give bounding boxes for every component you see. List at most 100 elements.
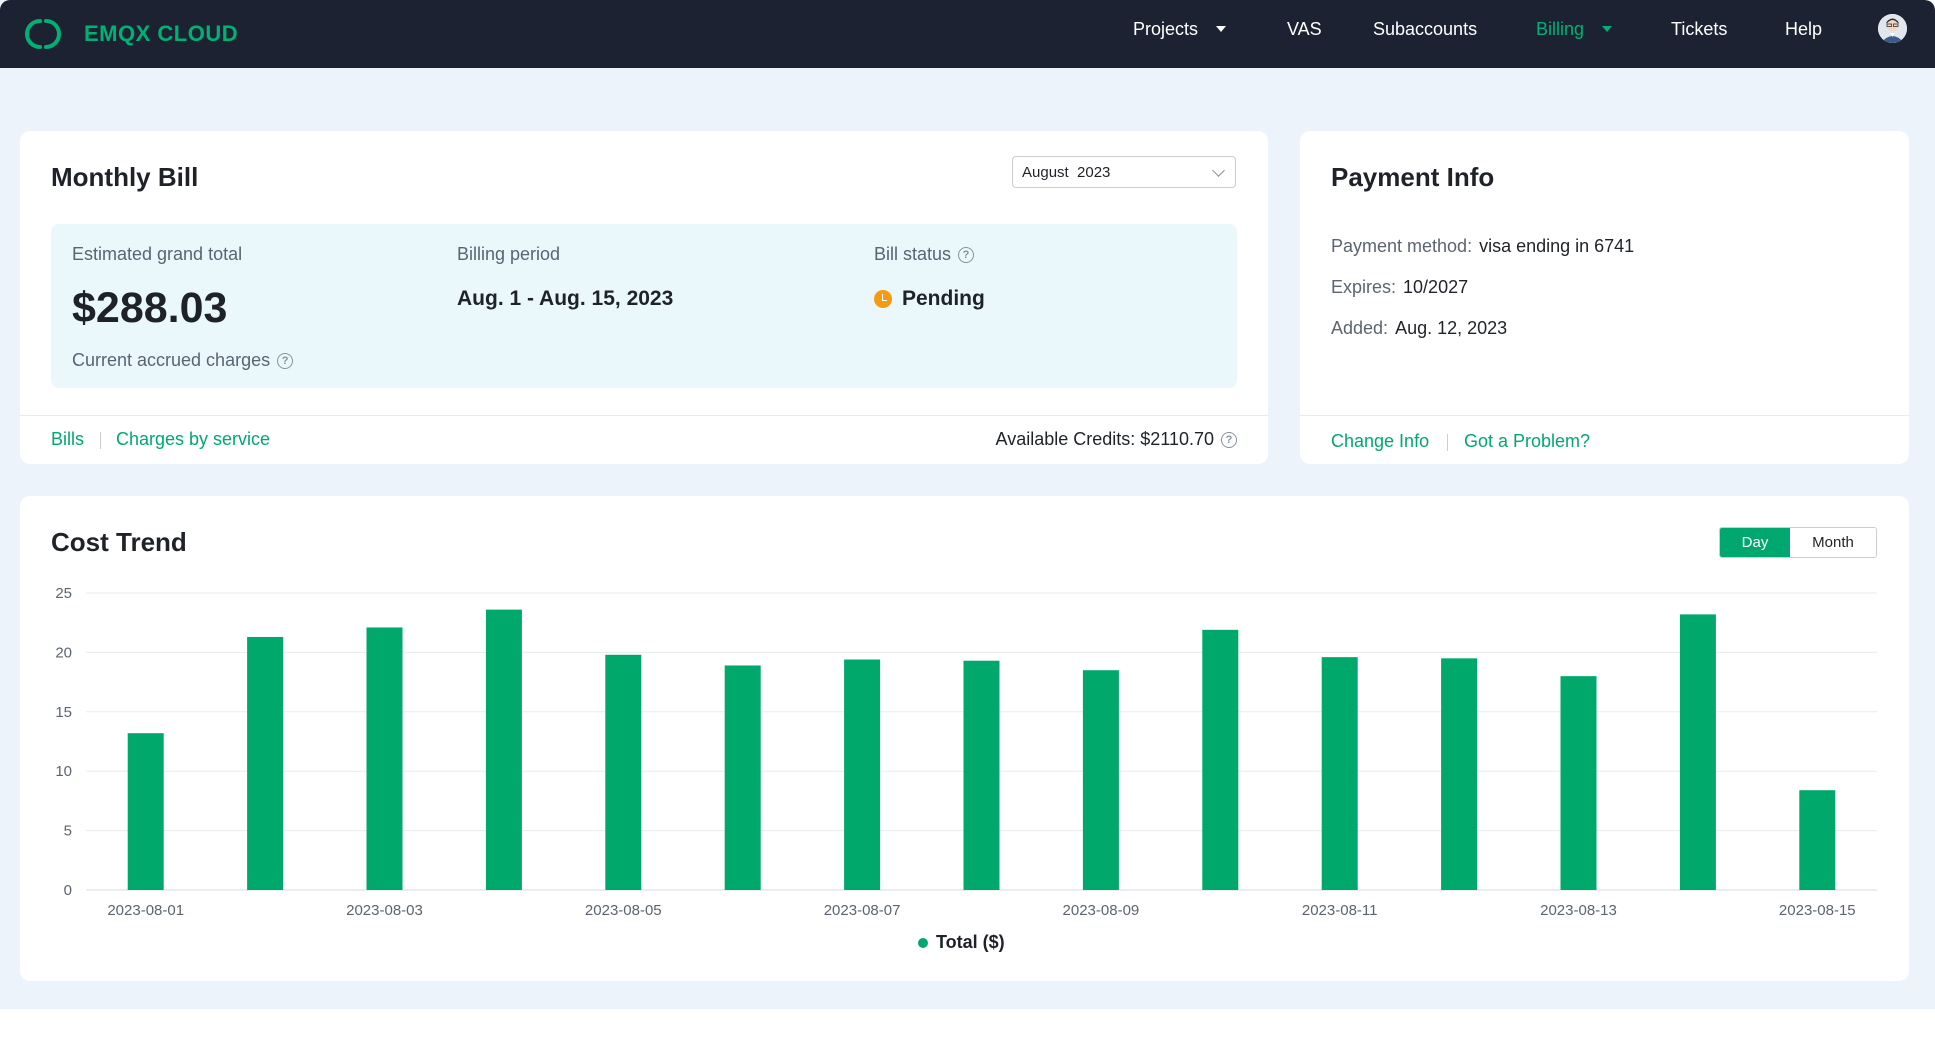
help-circle-icon[interactable]: ? [1221, 431, 1237, 448]
help-circle-icon[interactable]: ? [958, 246, 975, 263]
chart-bar [1082, 670, 1119, 890]
change-info-link[interactable]: Change Info [1331, 431, 1430, 451]
clock-icon [874, 290, 892, 308]
x-tick-label: 2023-08-01 [107, 902, 184, 916]
billing-period-label: Billing period [457, 244, 560, 265]
x-tick-label: 2023-08-11 [1302, 902, 1378, 916]
top-navigation-bar: EMQX CLOUD Projects VAS Subaccounts Bill… [0, 0, 1935, 68]
y-tick-label: 5 [64, 823, 72, 840]
charges-by-service-link[interactable]: Charges by service [116, 429, 271, 449]
help-circle-icon[interactable]: ? [277, 352, 294, 369]
chart-bar [724, 665, 761, 890]
chart-bar [1799, 790, 1836, 890]
y-tick-label: 25 [55, 585, 72, 602]
payment-method-row: Payment method: visa ending in 6741 [1331, 236, 1634, 257]
granularity-toggle: Day Month [1719, 527, 1877, 558]
nav-tickets[interactable]: Tickets [1671, 0, 1727, 58]
chart-bar [844, 659, 881, 890]
added-value: Aug. 12, 2023 [1395, 318, 1508, 338]
expires-row: Expires: 10/2027 [1331, 277, 1468, 298]
expires-value: 10/2027 [1403, 277, 1469, 297]
link-separator [1447, 434, 1448, 451]
added-row: Added: Aug. 12, 2023 [1331, 318, 1507, 339]
x-tick-label: 2023-08-07 [824, 902, 901, 916]
chevron-down-icon [1602, 26, 1613, 32]
user-avatar[interactable] [1878, 14, 1907, 43]
month-toggle-button[interactable]: Month [1790, 528, 1876, 557]
billing-period-label-text: Billing period [457, 244, 561, 264]
legend-marker [918, 937, 928, 948]
y-tick-label: 20 [55, 644, 72, 661]
estimated-total-label-text: Estimated grand total [72, 244, 243, 264]
bills-link[interactable]: Bills [51, 429, 85, 449]
estimated-total-value: $288.03 [72, 284, 228, 332]
chart-bar [1202, 629, 1239, 890]
chart-bar [963, 660, 1000, 890]
payment-method-label: Payment method: [1331, 236, 1473, 256]
bill-status-value: Pending [874, 287, 985, 311]
cost-trend-card: Cost Trend Day Month 0 5 10 15 20 25 2023-08-0… [20, 496, 1909, 981]
bill-status-label-text: Bill status [874, 244, 952, 264]
bill-summary-panel: Estimated grand total $288.03 Current ac… [51, 224, 1237, 388]
nav-tickets-label: Tickets [1671, 18, 1728, 39]
chart-bar [1441, 658, 1478, 890]
y-tick-label: 10 [55, 763, 72, 780]
payment-info-title: Payment Info [1331, 162, 1495, 192]
chart-bar [1560, 676, 1597, 890]
y-tick-label: 15 [55, 704, 72, 721]
available-credits: Available Credits: $2110.70 ? [996, 429, 1237, 450]
brand-name: EMQX CLOUD [84, 21, 239, 46]
available-credits-text: Available Credits: $2110.70 [995, 429, 1214, 449]
accrued-charges-label-text: Current accrued charges [72, 350, 271, 370]
nav-projects[interactable]: Projects [1133, 0, 1227, 58]
chart-bar [1321, 657, 1358, 890]
x-tick-label: 2023-08-13 [1540, 902, 1617, 916]
bill-status-text: Pending [902, 287, 985, 310]
monthly-bill-card: Monthly Bill August 2023 Estimated grand… [20, 131, 1268, 464]
chart-bar [485, 609, 522, 890]
month-select-value: August 2023 [1022, 163, 1111, 181]
link-separator [100, 432, 101, 449]
chevron-down-icon [1216, 26, 1227, 32]
added-label: Added: [1331, 318, 1389, 338]
card-divider [1300, 415, 1909, 416]
nav-vas[interactable]: VAS [1287, 0, 1322, 58]
chart-bar [127, 733, 164, 890]
chart-legend[interactable]: Total ($) [918, 932, 1005, 953]
nav-subaccounts-label: Subaccounts [1373, 18, 1478, 39]
emqx-cloud-logo[interactable]: EMQX CLOUD [20, 13, 238, 55]
day-toggle-button[interactable]: Day [1720, 528, 1790, 557]
nav-vas-label: VAS [1287, 18, 1322, 39]
nav-billing[interactable]: Billing [1536, 0, 1613, 58]
billing-period-value: Aug. 1 - Aug. 15, 2023 [457, 287, 674, 310]
got-a-problem-link[interactable]: Got a Problem? [1464, 431, 1591, 451]
chart-bar [247, 636, 284, 890]
chevron-down-icon [1212, 164, 1225, 177]
accrued-charges-label: Current accrued charges ? [72, 350, 294, 371]
emqx-logo-icon [25, 19, 61, 49]
cost-trend-title: Cost Trend [51, 527, 187, 557]
legend-label: Total ($) [936, 932, 1005, 952]
estimated-total-label: Estimated grand total [72, 244, 242, 265]
y-tick-label: 0 [64, 882, 72, 899]
user-avatar-icon [1878, 14, 1907, 43]
card-divider [20, 415, 1268, 416]
x-tick-label: 2023-08-03 [346, 902, 423, 916]
nav-billing-label: Billing [1536, 18, 1585, 39]
x-tick-label: 2023-08-09 [1063, 902, 1140, 916]
payment-info-card: Payment Info Payment method: visa ending… [1300, 131, 1909, 464]
payment-method-value: visa ending in 6741 [1479, 236, 1635, 256]
chart-bar [605, 654, 642, 890]
chart-bar [366, 627, 403, 890]
nav-subaccounts[interactable]: Subaccounts [1373, 0, 1477, 58]
x-tick-label: 2023-08-15 [1779, 902, 1856, 916]
cost-trend-chart: 0 5 10 15 20 25 2023-08-01 2023-08-03 2023-08-05… [55, 585, 1877, 916]
month-select[interactable]: August 2023 [1012, 156, 1236, 188]
nav-help-label: Help [1785, 18, 1823, 39]
x-tick-label: 2023-08-05 [585, 902, 662, 916]
nav-projects-label: Projects [1133, 18, 1199, 39]
nav-help[interactable]: Help [1785, 0, 1822, 58]
chart-bar [1679, 614, 1716, 890]
expires-label: Expires: [1331, 277, 1397, 297]
monthly-bill-title: Monthly Bill [51, 162, 199, 192]
